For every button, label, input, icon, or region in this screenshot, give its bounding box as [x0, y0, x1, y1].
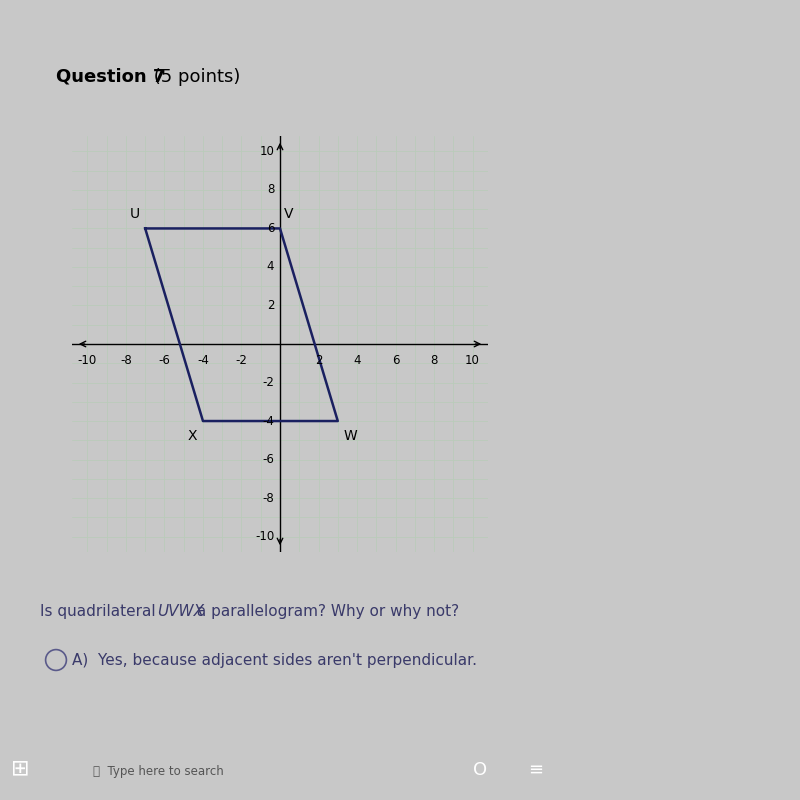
Text: Is quadrilateral: Is quadrilateral [40, 604, 161, 619]
Text: 4: 4 [354, 354, 361, 366]
Text: A)  Yes, because adjacent sides aren't perpendicular.: A) Yes, because adjacent sides aren't pe… [72, 653, 477, 667]
Text: U: U [130, 206, 139, 221]
Text: -10: -10 [255, 530, 274, 543]
Text: O: O [473, 761, 487, 778]
Text: -8: -8 [120, 354, 132, 366]
Text: ≡: ≡ [529, 761, 543, 778]
Text: -6: -6 [262, 453, 274, 466]
Text: V: V [284, 206, 294, 221]
Text: ⌕  Type here to search: ⌕ Type here to search [94, 765, 224, 778]
Text: UVWX: UVWX [157, 604, 204, 619]
Text: (5 points): (5 points) [148, 68, 240, 86]
Text: 10: 10 [259, 145, 274, 158]
Text: -6: -6 [158, 354, 170, 366]
Text: -4: -4 [197, 354, 209, 366]
Text: 8: 8 [430, 354, 438, 366]
Text: W: W [343, 429, 358, 442]
Text: 10: 10 [465, 354, 480, 366]
Text: Question 7: Question 7 [56, 68, 166, 86]
Text: X: X [188, 429, 197, 442]
Text: 4: 4 [266, 261, 274, 274]
Text: -4: -4 [262, 414, 274, 427]
Text: ⊞: ⊞ [10, 760, 30, 779]
Text: -2: -2 [235, 354, 247, 366]
Text: a parallelogram? Why or why not?: a parallelogram? Why or why not? [192, 604, 459, 619]
Text: 8: 8 [267, 183, 274, 197]
Text: -10: -10 [78, 354, 97, 366]
Text: -2: -2 [262, 376, 274, 389]
Text: 6: 6 [266, 222, 274, 235]
Text: 2: 2 [314, 354, 322, 366]
Text: 2: 2 [266, 299, 274, 312]
Text: 6: 6 [392, 354, 399, 366]
Text: -8: -8 [262, 491, 274, 505]
